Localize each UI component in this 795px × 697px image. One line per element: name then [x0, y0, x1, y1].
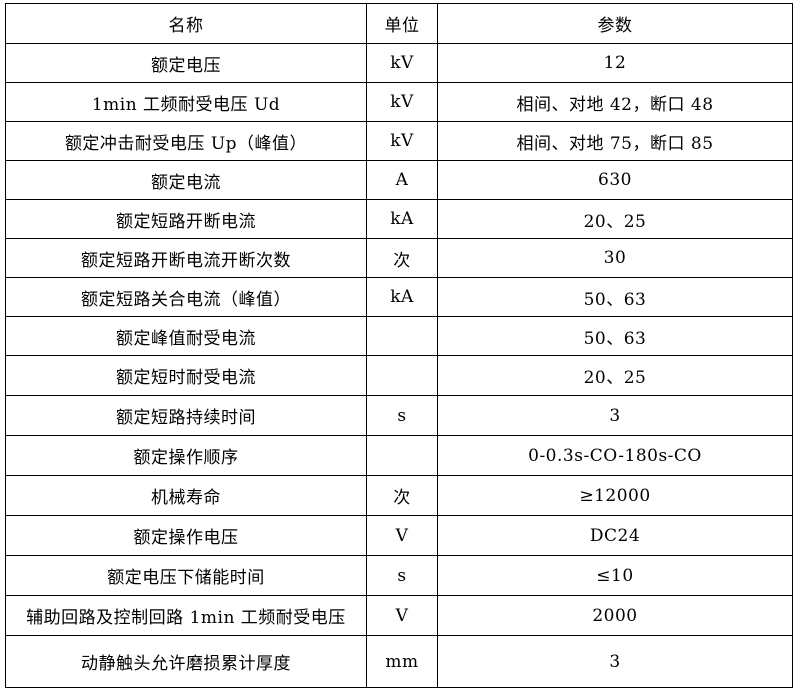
row-name-cell: 额定短路开断电流	[5, 199, 367, 239]
row-value-cell: ≤10	[437, 555, 793, 596]
table-row: 额定冲击耐受电压 Up（峰值） kV 相间、对地 75，断口 85	[5, 121, 793, 161]
table-row: 额定短路持续时间 s 3	[5, 395, 793, 436]
column-header-param: 参数	[437, 3, 793, 44]
row-name-cell: 额定短路持续时间	[5, 395, 367, 436]
row-value-cell: 3	[437, 395, 793, 436]
row-value-cell: 630	[437, 160, 793, 200]
row-unit-cell: kV	[366, 43, 438, 83]
table-row: 机械寿命次 ≥12000	[5, 475, 793, 516]
row-unit-cell: V	[366, 515, 438, 556]
row-unit-cell: kA	[366, 277, 438, 317]
row-name-cell: 额定峰值耐受电流	[5, 316, 367, 356]
table-row: 1min 工频耐受电压 Ud kV 相间、对地 42，断口 48	[5, 82, 793, 122]
row-value-cell: 20、25	[437, 355, 793, 396]
row-unit-cell	[366, 355, 438, 396]
row-unit-cell: kV	[366, 121, 438, 161]
table-row: 额定电流 A 630	[5, 160, 793, 200]
table-row: 额定峰值耐受电流 50、63	[5, 316, 793, 356]
table-row: 额定电压 kV 12	[5, 43, 793, 83]
row-name-cell: 额定冲击耐受电压 Up（峰值）	[5, 121, 367, 161]
row-name-cell: 动静触头允许磨损累计厚度	[5, 635, 367, 688]
row-value-cell: 3	[437, 635, 793, 688]
row-value-cell: 30	[437, 238, 793, 278]
row-name-cell: 额定电压	[5, 43, 367, 83]
row-unit-cell: mm	[366, 635, 438, 688]
row-unit-cell: V	[366, 595, 438, 636]
row-unit-cell	[366, 316, 438, 356]
row-unit-cell: 次	[366, 475, 438, 516]
row-unit-cell: A	[366, 160, 438, 200]
row-value-cell: 2000	[437, 595, 793, 636]
row-unit-cell: kV	[366, 82, 438, 122]
table-header-row: 名称 单位 参数	[5, 3, 793, 44]
row-value-cell: 相间、对地 42，断口 48	[437, 82, 793, 122]
row-unit-cell: s	[366, 555, 438, 596]
table-row: 额定操作顺序 0-0.3s-CO-180s-CO	[5, 435, 793, 476]
row-name-cell: 机械寿命	[5, 475, 367, 516]
spec-table: 名称 单位 参数 额定电压 kV 12 1min 工频耐受电压 Ud kV 相间、对地 4…	[5, 3, 793, 688]
row-value-cell: 50、63	[437, 277, 793, 317]
column-header-name: 名称	[5, 3, 367, 44]
column-header-unit: 单位	[366, 3, 438, 44]
table-row: 额定短路关合电流（峰值） kA 50、63	[5, 277, 793, 317]
table-row: 辅助回路及控制回路 1min 工频耐受电压 V 2000	[5, 595, 793, 636]
row-value-cell: 20、25	[437, 199, 793, 239]
row-value-cell: DC24	[437, 515, 793, 556]
table-row: 额定电压下储能时间 s ≤10	[5, 555, 793, 596]
row-name-cell: 辅助回路及控制回路 1min 工频耐受电压	[5, 595, 367, 636]
row-name-cell: 额定操作顺序	[5, 435, 367, 476]
table-row: 额定短路开断电流 kA 20、25	[5, 199, 793, 239]
row-value-cell: 0-0.3s-CO-180s-CO	[437, 435, 793, 476]
row-name-cell: 额定操作电压	[5, 515, 367, 556]
table-row: 额定操作电压 V DC24	[5, 515, 793, 556]
row-name-cell: 额定电压下储能时间	[5, 555, 367, 596]
row-value-cell: 12	[437, 43, 793, 83]
row-value-cell: ≥12000	[437, 475, 793, 516]
table-row: 额定短时耐受电流 20、25	[5, 355, 793, 396]
table-row: 额定短路开断电流开断次数次 30	[5, 238, 793, 278]
row-value-cell: 50、63	[437, 316, 793, 356]
row-name-cell: 额定短路关合电流（峰值）	[5, 277, 367, 317]
row-unit-cell	[366, 435, 438, 476]
table-row: 动静触头允许磨损累计厚度 mm 3	[5, 635, 793, 688]
row-unit-cell: 次	[366, 238, 438, 278]
row-name-cell: 额定短时耐受电流	[5, 355, 367, 396]
row-name-cell: 1min 工频耐受电压 Ud	[5, 82, 367, 122]
row-unit-cell: s	[366, 395, 438, 436]
row-name-cell: 额定短路开断电流开断次数	[5, 238, 367, 278]
row-unit-cell: kA	[366, 199, 438, 239]
row-value-cell: 相间、对地 75，断口 85	[437, 121, 793, 161]
table-body: 额定电压 kV 12 1min 工频耐受电压 Ud kV 相间、对地 42，断口 48 额定…	[5, 43, 793, 688]
row-name-cell: 额定电流	[5, 160, 367, 200]
